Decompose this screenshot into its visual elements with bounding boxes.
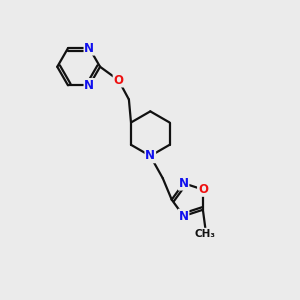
Text: N: N xyxy=(84,42,94,55)
Text: N: N xyxy=(145,149,155,162)
Text: N: N xyxy=(178,209,189,223)
Text: N: N xyxy=(84,79,94,92)
Text: O: O xyxy=(113,74,124,87)
Text: O: O xyxy=(198,183,208,196)
Text: N: N xyxy=(178,177,189,190)
Text: CH₃: CH₃ xyxy=(195,229,216,238)
